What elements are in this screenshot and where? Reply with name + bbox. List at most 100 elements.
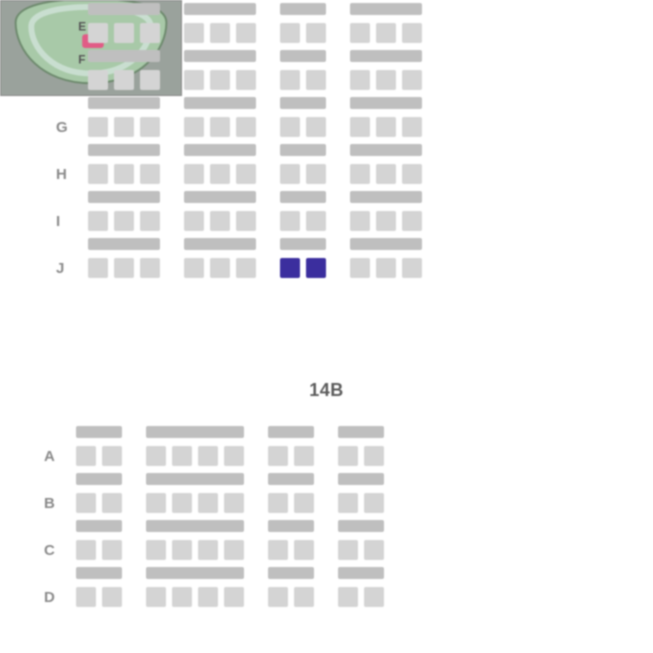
seat[interactable] — [172, 493, 192, 513]
seat[interactable] — [376, 23, 396, 43]
seat[interactable] — [88, 164, 108, 184]
seat[interactable] — [236, 23, 256, 43]
seat[interactable] — [146, 446, 166, 466]
seat[interactable] — [88, 117, 108, 137]
seat[interactable] — [306, 117, 326, 137]
seat[interactable] — [376, 211, 396, 231]
seat[interactable] — [102, 587, 122, 607]
seat[interactable] — [294, 493, 314, 513]
seat[interactable] — [224, 446, 244, 466]
seat[interactable] — [402, 211, 422, 231]
seat[interactable] — [402, 258, 422, 278]
seat[interactable] — [402, 70, 422, 90]
seat[interactable] — [268, 540, 288, 560]
seat[interactable] — [102, 540, 122, 560]
seat[interactable] — [306, 258, 326, 278]
seat[interactable] — [376, 70, 396, 90]
seat[interactable] — [88, 258, 108, 278]
seat[interactable] — [338, 540, 358, 560]
seat[interactable] — [76, 446, 96, 466]
seat[interactable] — [140, 117, 160, 137]
seat[interactable] — [140, 258, 160, 278]
seat[interactable] — [350, 164, 370, 184]
seat[interactable] — [268, 587, 288, 607]
seat[interactable] — [280, 258, 300, 278]
seat[interactable] — [210, 117, 230, 137]
seat[interactable] — [350, 258, 370, 278]
seat[interactable] — [294, 587, 314, 607]
seat[interactable] — [338, 493, 358, 513]
seat[interactable] — [198, 446, 218, 466]
seat[interactable] — [88, 23, 108, 43]
seat[interactable] — [114, 23, 134, 43]
seat[interactable] — [210, 23, 230, 43]
seat[interactable] — [350, 211, 370, 231]
seat[interactable] — [114, 258, 134, 278]
seat[interactable] — [236, 211, 256, 231]
seat[interactable] — [114, 70, 134, 90]
seat[interactable] — [210, 211, 230, 231]
seat[interactable] — [402, 23, 422, 43]
seat[interactable] — [402, 164, 422, 184]
seat[interactable] — [184, 117, 204, 137]
seat[interactable] — [140, 211, 160, 231]
seat[interactable] — [236, 164, 256, 184]
seat[interactable] — [172, 446, 192, 466]
seat[interactable] — [224, 540, 244, 560]
seat[interactable] — [350, 23, 370, 43]
seat[interactable] — [76, 493, 96, 513]
seat[interactable] — [140, 23, 160, 43]
seat[interactable] — [198, 493, 218, 513]
seat[interactable] — [268, 493, 288, 513]
seat[interactable] — [280, 23, 300, 43]
seat[interactable] — [364, 540, 384, 560]
seat[interactable] — [402, 117, 422, 137]
seat[interactable] — [294, 446, 314, 466]
seat[interactable] — [146, 587, 166, 607]
seat[interactable] — [198, 587, 218, 607]
seat[interactable] — [306, 23, 326, 43]
seat[interactable] — [210, 258, 230, 278]
seat[interactable] — [364, 493, 384, 513]
seat[interactable] — [280, 164, 300, 184]
seat[interactable] — [364, 446, 384, 466]
seat[interactable] — [210, 164, 230, 184]
seat[interactable] — [224, 587, 244, 607]
seat[interactable] — [146, 493, 166, 513]
seat[interactable] — [350, 117, 370, 137]
seat[interactable] — [376, 164, 396, 184]
seat[interactable] — [184, 211, 204, 231]
seat[interactable] — [114, 164, 134, 184]
seat[interactable] — [172, 540, 192, 560]
seat[interactable] — [172, 587, 192, 607]
seat[interactable] — [184, 164, 204, 184]
seat[interactable] — [146, 540, 166, 560]
seat[interactable] — [376, 117, 396, 137]
seat[interactable] — [198, 540, 218, 560]
seat[interactable] — [376, 258, 396, 278]
seat[interactable] — [184, 23, 204, 43]
seat[interactable] — [102, 493, 122, 513]
seat[interactable] — [280, 70, 300, 90]
seat[interactable] — [114, 117, 134, 137]
seat[interactable] — [236, 117, 256, 137]
seat[interactable] — [210, 70, 230, 90]
seat[interactable] — [184, 70, 204, 90]
seat[interactable] — [338, 446, 358, 466]
seat[interactable] — [88, 211, 108, 231]
seat[interactable] — [76, 587, 96, 607]
seat[interactable] — [102, 446, 122, 466]
seat[interactable] — [184, 258, 204, 278]
seat[interactable] — [350, 70, 370, 90]
seat[interactable] — [268, 446, 288, 466]
seat[interactable] — [236, 258, 256, 278]
seat[interactable] — [306, 164, 326, 184]
seat[interactable] — [236, 70, 256, 90]
seat[interactable] — [140, 164, 160, 184]
seat[interactable] — [280, 211, 300, 231]
seat[interactable] — [306, 211, 326, 231]
seat[interactable] — [280, 117, 300, 137]
seat[interactable] — [224, 493, 244, 513]
seat[interactable] — [364, 587, 384, 607]
seat[interactable] — [294, 540, 314, 560]
